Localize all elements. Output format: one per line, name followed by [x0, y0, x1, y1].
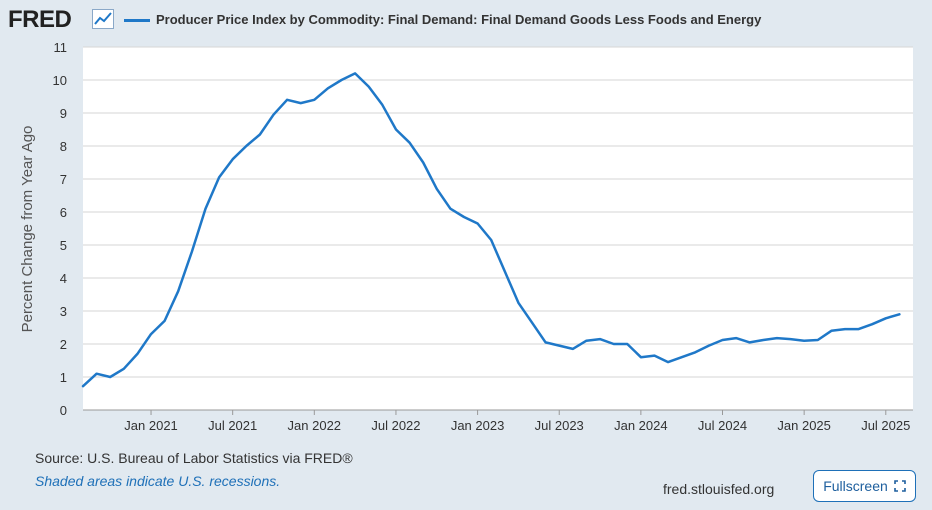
- y-tick-label: 9: [60, 106, 67, 121]
- series-line: [81, 72, 901, 388]
- fullscreen-label: Fullscreen: [823, 478, 888, 494]
- gridlines: [83, 46, 913, 411]
- y-tick-label: 3: [60, 304, 67, 319]
- series-group: [81, 72, 901, 388]
- x-tick-label: Jul 2022: [371, 418, 420, 433]
- legend-label: Producer Price Index by Commodity: Final…: [156, 12, 762, 27]
- y-tick-label: 2: [60, 337, 67, 352]
- fullscreen-button[interactable]: Fullscreen: [813, 470, 916, 502]
- chart-header: FRED Producer Price Index by Commodity: …: [0, 0, 932, 40]
- x-tick-label: Jan 2024: [614, 418, 668, 433]
- x-tick-label: Jul 2025: [861, 418, 910, 433]
- y-tick-label: 1: [60, 370, 67, 385]
- y-tick-label: 5: [60, 238, 67, 253]
- y-axis-label: Percent Change from Year Ago: [19, 126, 36, 333]
- x-tick-label: Jan 2025: [777, 418, 831, 433]
- y-tick-label: 7: [60, 172, 67, 187]
- site-url[interactable]: fred.stlouisfed.org: [663, 481, 775, 497]
- x-tick-label: Jul 2023: [535, 418, 584, 433]
- x-tick-label: Jul 2021: [208, 418, 257, 433]
- x-tick-label: Jul 2024: [698, 418, 747, 433]
- expand-icon: [893, 480, 906, 492]
- x-tick-label: Jan 2022: [288, 418, 342, 433]
- recession-note: Shaded areas indicate U.S. recessions.: [35, 473, 281, 489]
- fred-logo[interactable]: FRED: [8, 6, 72, 33]
- x-tick-label: Jan 2023: [451, 418, 505, 433]
- legend-swatch: [124, 19, 150, 22]
- y-tick-label: 6: [60, 205, 67, 220]
- y-tick-label: 11: [54, 40, 68, 55]
- source-text: Source: U.S. Bureau of Labor Statistics …: [35, 450, 353, 466]
- chart-line-icon: [92, 9, 114, 29]
- y-tick-label: 4: [60, 271, 67, 286]
- y-tick-label: 0: [60, 403, 67, 418]
- x-tick-label: Jan 2021: [124, 418, 178, 433]
- y-axis-ticks: 0 1 2 3 4 5 6 7 8 9 10 11: [53, 40, 67, 418]
- x-axis-ticks: Jan 2021 Jul 2021 Jan 2022 Jul 2022 Jan 2023…: [124, 410, 910, 433]
- y-tick-label: 8: [60, 139, 67, 154]
- y-tick-label: 10: [53, 73, 67, 88]
- plot-area: [83, 47, 913, 410]
